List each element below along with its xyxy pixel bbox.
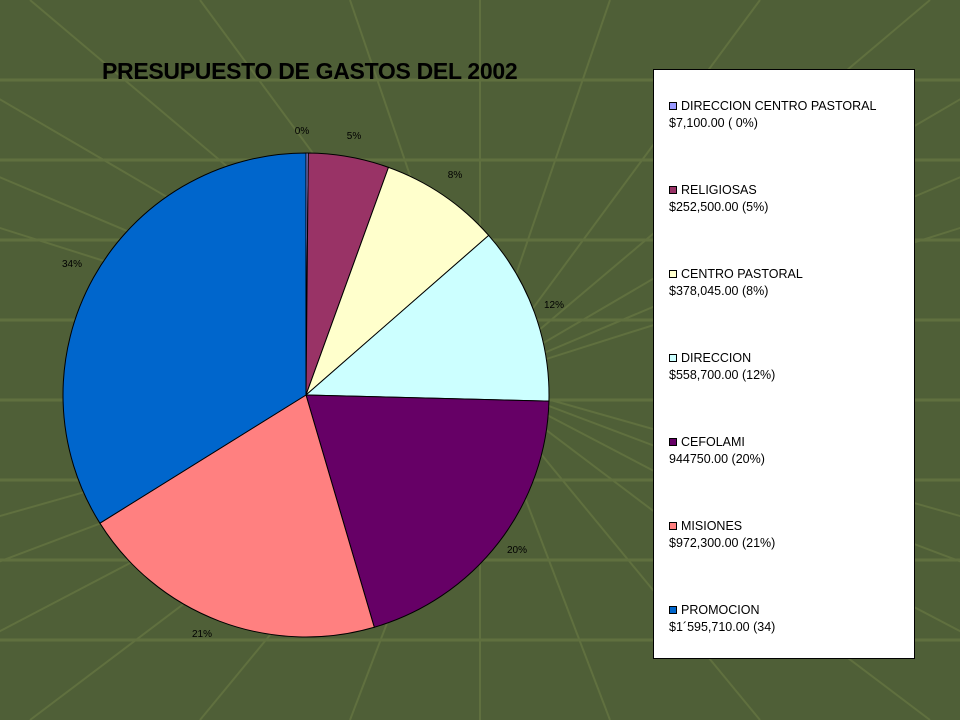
pie-slice-centro-pastoral xyxy=(305,166,490,396)
legend-swatch xyxy=(669,270,677,278)
background-grid-line xyxy=(479,379,960,563)
legend-amount: $972,300.00 (21%) xyxy=(669,536,776,550)
pie-percent-label: 34% xyxy=(62,259,82,270)
legend-swatch xyxy=(669,522,677,530)
pie-percent-label: 20% xyxy=(507,545,527,556)
chart-legend: DIRECCION CENTRO PASTORAL $7,100.00 ( 0%)… xyxy=(653,69,915,659)
chart-title: PRESUPUESTO DE GASTOS DEL 2002 xyxy=(102,58,518,84)
pie-percent-label: 8% xyxy=(448,170,463,181)
legend-swatch xyxy=(669,354,677,362)
legend-swatch xyxy=(669,606,677,614)
pie-percent-label: 0% xyxy=(295,126,310,137)
pie-percent-label: 5% xyxy=(347,131,362,142)
legend-swatch xyxy=(669,438,677,446)
pie-percent-label: 12% xyxy=(544,300,564,311)
legend-label: DIRECCION xyxy=(681,351,752,365)
legend-label: CEFOLAMI xyxy=(681,435,745,449)
legend-amount: $252,500.00 (5%) xyxy=(669,200,769,214)
legend-label: MISIONES xyxy=(681,519,743,533)
legend-swatch xyxy=(669,102,677,110)
legend-amount: $378,045.00 (8%) xyxy=(669,284,769,298)
pie-slice-cefolami xyxy=(305,394,550,628)
legend-label: PROMOCION xyxy=(681,603,760,617)
pie-slice-misiones xyxy=(99,394,375,638)
legend-label: RELIGIOSAS xyxy=(681,183,757,197)
pie-slice-direccion xyxy=(304,234,550,402)
legend-amount: 944750.00 (20%) xyxy=(669,452,765,466)
legend-swatch xyxy=(669,186,677,194)
legend-amount: $1´595,710.00 (34) xyxy=(669,620,776,634)
legend-amount: $558,700.00 (12%) xyxy=(669,368,776,382)
pie-percent-label: 21% xyxy=(192,629,212,640)
background-grid-line xyxy=(479,176,960,381)
legend-label: DIRECCION CENTRO PASTORAL xyxy=(681,99,877,113)
pie-slice-promocion xyxy=(62,152,307,524)
legend-label: CENTRO PASTORAL xyxy=(681,267,803,281)
legend-amount: $7,100.00 ( 0%) xyxy=(669,116,758,130)
